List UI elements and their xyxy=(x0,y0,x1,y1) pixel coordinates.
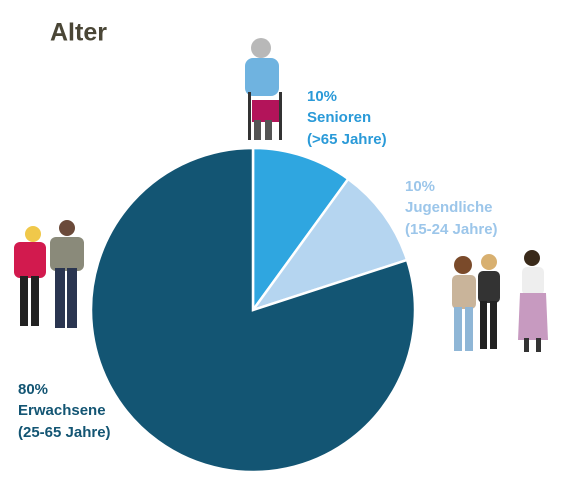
age-range-label: (25-65 Jahre) xyxy=(18,424,111,441)
illustration-youth xyxy=(452,250,548,352)
pie-slice xyxy=(251,146,350,314)
illustration-adults xyxy=(14,220,84,328)
category-label: Senioren xyxy=(307,109,371,126)
category-label: Erwachsene xyxy=(18,402,106,419)
chart-title: Alter xyxy=(50,19,107,47)
value-label: 10% xyxy=(405,178,435,195)
age-range-label: (15-24 Jahre) xyxy=(405,221,498,238)
category-label: Jugendliche xyxy=(405,199,493,216)
age-range-label: (>65 Jahre) xyxy=(307,131,387,148)
value-label: 80% xyxy=(18,381,48,398)
pie-slice xyxy=(249,177,409,313)
value-label: 10% xyxy=(307,88,337,105)
illustration-senior xyxy=(245,38,282,140)
pie-slice xyxy=(89,146,417,474)
